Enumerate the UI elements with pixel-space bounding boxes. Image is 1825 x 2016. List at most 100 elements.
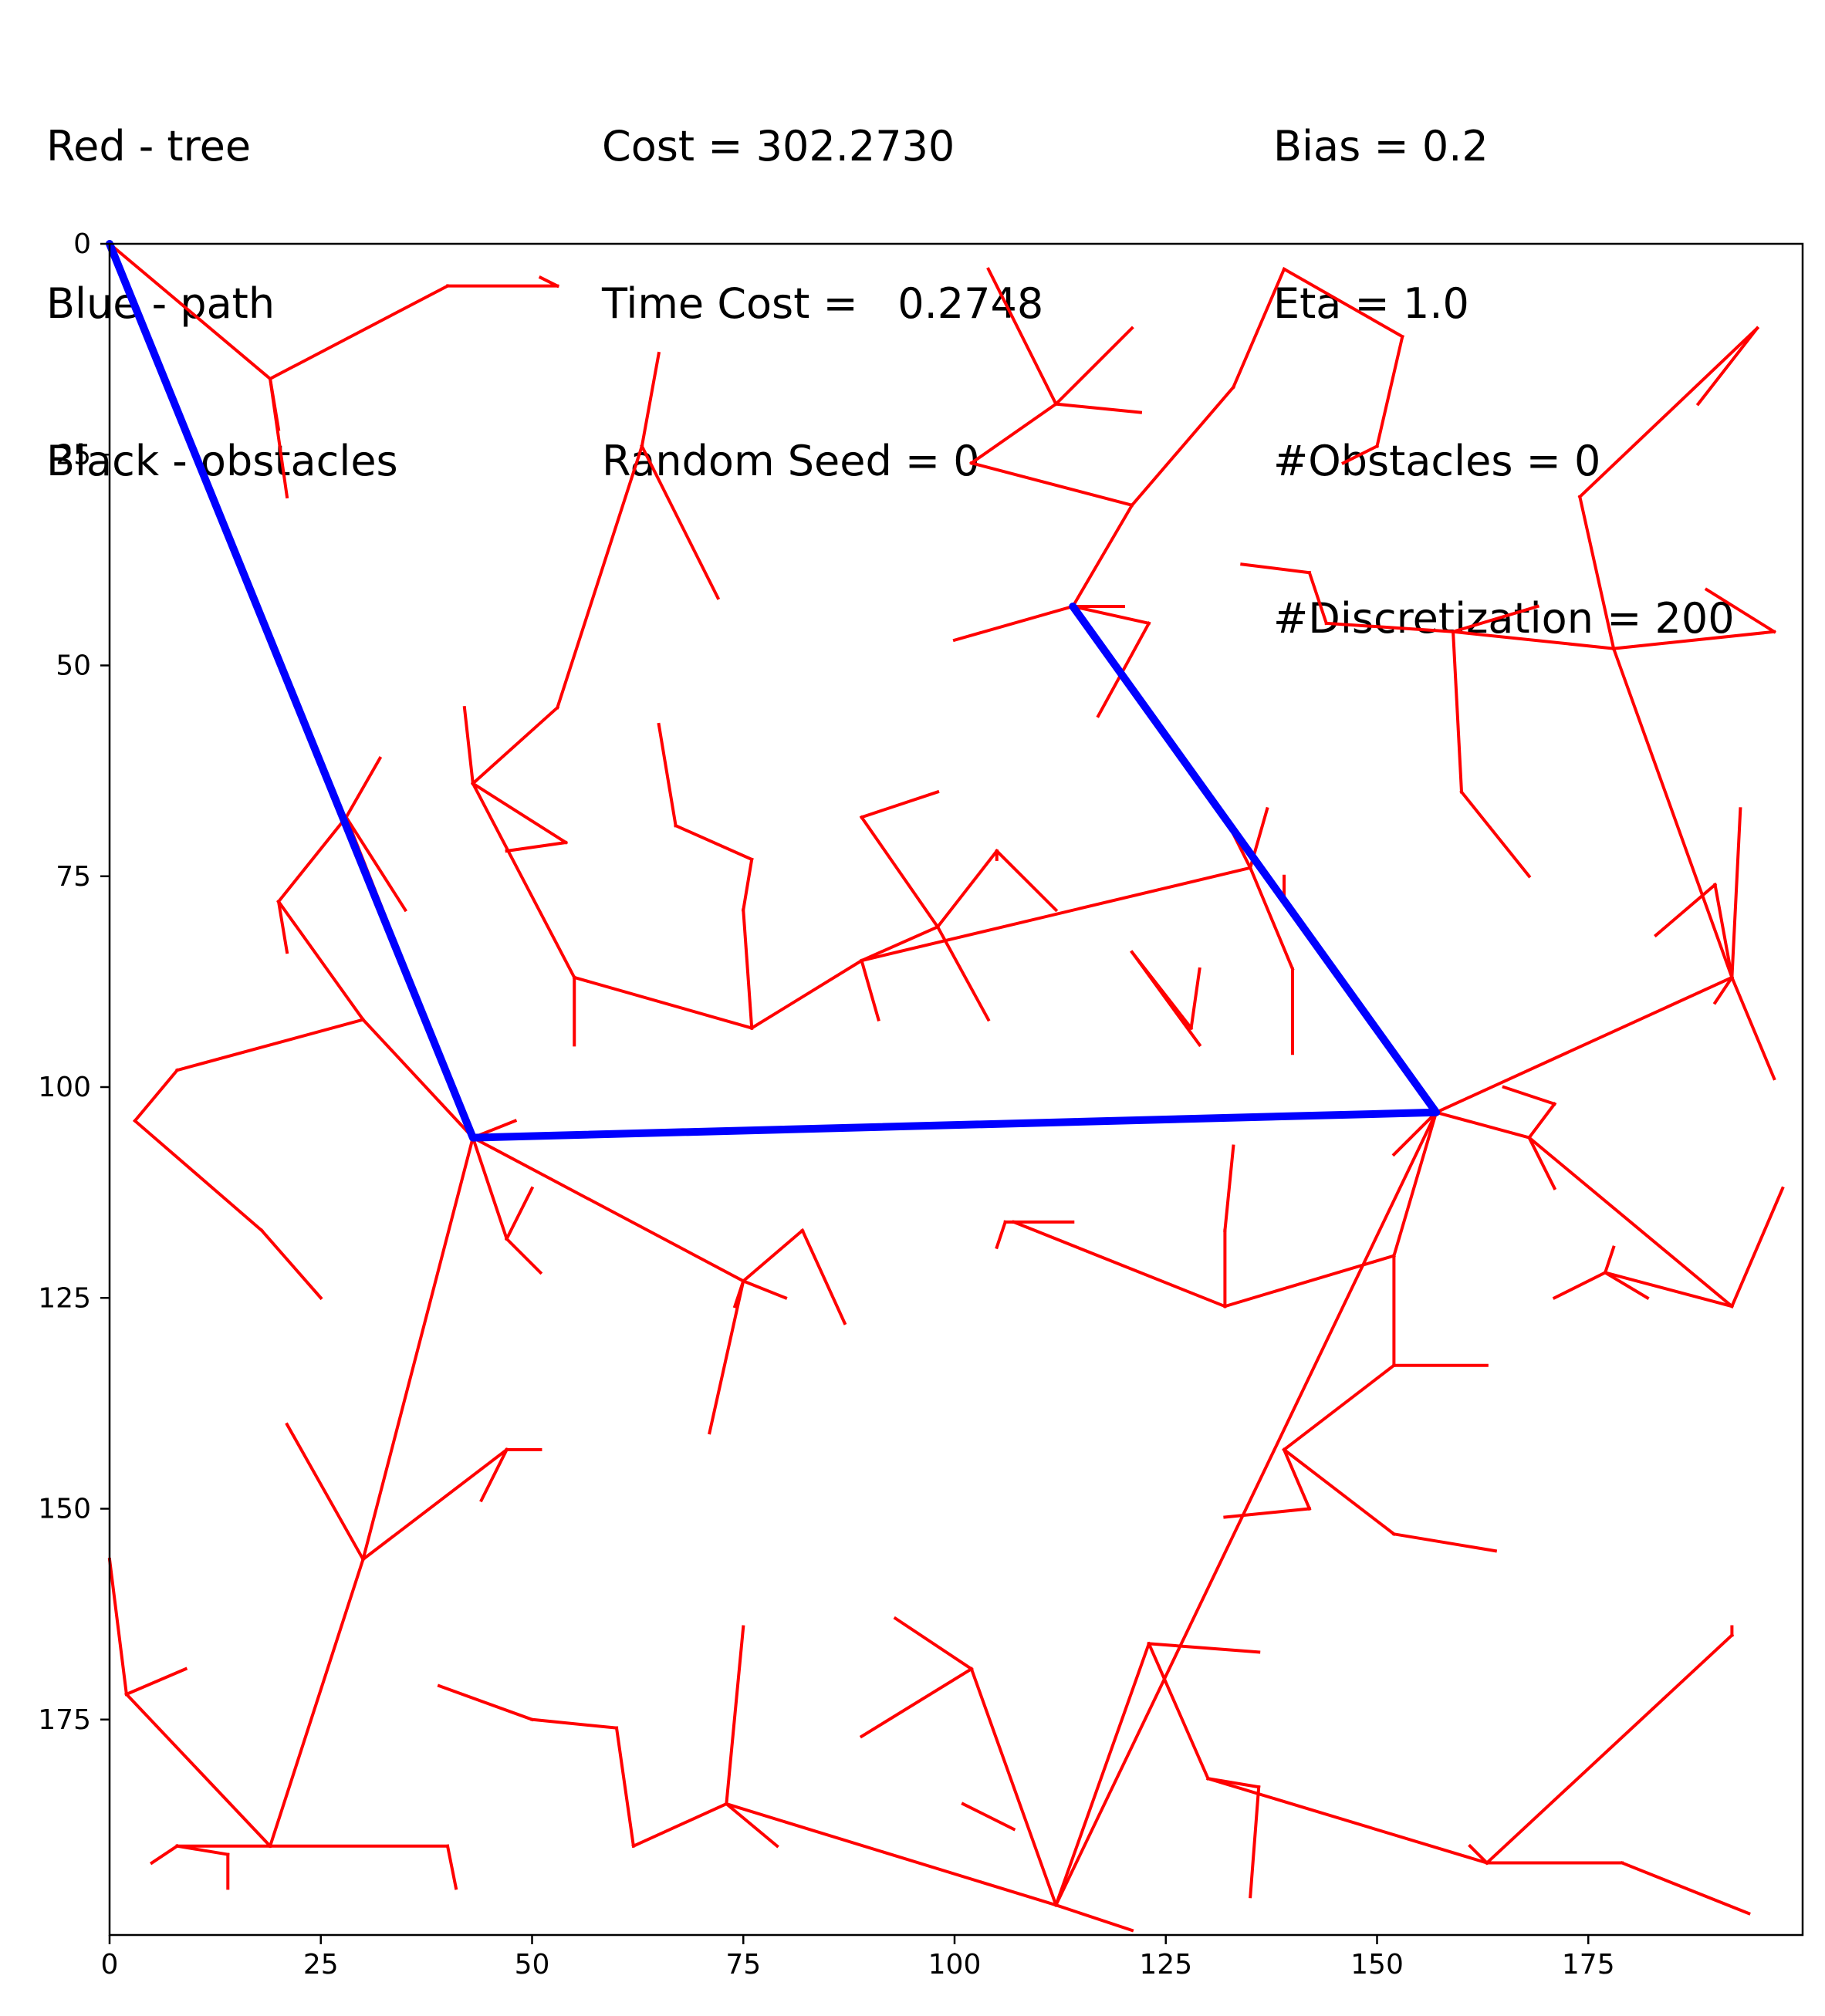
tree-edge bbox=[1451, 630, 1616, 650]
tree-edge bbox=[1282, 1447, 1397, 1537]
tree-edge bbox=[800, 1228, 847, 1325]
param-discretization: #Discretization = 200 bbox=[1273, 594, 1735, 643]
y-tick-label: 175 bbox=[38, 1704, 91, 1736]
metric-time-cost: Time Cost = 0.2748 bbox=[602, 279, 1044, 328]
tree-edge bbox=[893, 1616, 974, 1671]
tree-edge bbox=[1282, 267, 1405, 339]
tree-edge bbox=[276, 899, 366, 1022]
param-eta: Eta = 1.0 bbox=[1273, 279, 1469, 328]
tree-edge bbox=[1552, 1270, 1607, 1300]
tree-edge bbox=[1249, 1785, 1261, 1899]
y-tick-label: 25 bbox=[56, 439, 91, 471]
tree-edge bbox=[935, 849, 999, 930]
tree-edge bbox=[1147, 1642, 1261, 1654]
tree-edge bbox=[749, 958, 864, 1031]
legend-line-tree: Red - tree bbox=[46, 122, 252, 171]
tree-edge bbox=[1222, 1254, 1396, 1309]
tree-edge bbox=[1223, 1144, 1235, 1232]
tree-edge bbox=[572, 975, 754, 1030]
tree-edge bbox=[1391, 1110, 1438, 1258]
tree-edge bbox=[268, 283, 450, 381]
tree-edge bbox=[530, 1717, 619, 1730]
tree-edge bbox=[1130, 950, 1202, 1048]
tree-edge bbox=[859, 1666, 974, 1739]
legend-text: Red - tree Blue - path Black - obstacles bbox=[46, 15, 398, 540]
tree-edge bbox=[479, 1447, 509, 1503]
tree-edge bbox=[1611, 647, 1734, 980]
tree-edge bbox=[1712, 975, 1735, 1005]
tree-edge bbox=[1282, 1363, 1397, 1452]
tree-edge bbox=[1147, 1641, 1211, 1781]
tree-edge bbox=[1730, 807, 1742, 980]
tree-layer bbox=[107, 241, 1785, 1933]
tree-edge bbox=[1459, 789, 1532, 879]
y-tick-label: 75 bbox=[56, 861, 91, 893]
tree-edge bbox=[538, 275, 560, 289]
axes-frame bbox=[108, 242, 1804, 1937]
tree-edge bbox=[1070, 503, 1134, 609]
tree-edge bbox=[1713, 883, 1734, 980]
y-tick-label: 50 bbox=[56, 650, 91, 682]
tree-edge bbox=[1130, 384, 1236, 508]
x-tick-label: 50 bbox=[515, 1949, 550, 1981]
tree-edge bbox=[859, 815, 940, 930]
tree-edge bbox=[1729, 975, 1776, 1081]
tree-edge bbox=[1577, 326, 1760, 499]
tree-edge bbox=[657, 722, 678, 828]
tree-edge bbox=[445, 1844, 458, 1890]
tree-edge bbox=[725, 1625, 745, 1806]
tree-edge bbox=[732, 1278, 745, 1309]
tree-edge bbox=[504, 1236, 543, 1275]
tree-edge bbox=[276, 900, 289, 954]
path-layer bbox=[106, 240, 1441, 1142]
tree-edge bbox=[1434, 1110, 1532, 1140]
tree-edge bbox=[708, 1279, 745, 1435]
tree-edge bbox=[1341, 444, 1380, 465]
tree-edge bbox=[986, 267, 1059, 407]
tree-edge bbox=[1485, 1633, 1735, 1866]
tree-edge bbox=[1451, 604, 1540, 634]
tree-edge bbox=[361, 1136, 475, 1562]
tree-edge bbox=[149, 1843, 180, 1866]
tree-edge bbox=[1434, 975, 1735, 1115]
tree-edge bbox=[1240, 562, 1312, 575]
params-text: Bias = 0.2 Eta = 1.0 #Obstacles = 0 #Dis… bbox=[1273, 15, 1735, 697]
tree-edge bbox=[1577, 495, 1616, 651]
tree-edge bbox=[124, 1666, 188, 1697]
tree-edge bbox=[860, 789, 940, 819]
tree-edge bbox=[471, 781, 576, 980]
tree-edge bbox=[1729, 1186, 1785, 1309]
tree-edge bbox=[860, 958, 880, 1022]
tree-edge bbox=[741, 1227, 805, 1284]
tree-edge bbox=[1324, 621, 1455, 633]
legend-line-obstacles: Black - obstacles bbox=[46, 437, 398, 485]
x-tick-label: 100 bbox=[928, 1949, 982, 1981]
tree-edge bbox=[124, 1692, 272, 1849]
tree-edge bbox=[360, 1017, 475, 1140]
tree-edge bbox=[1054, 402, 1143, 414]
tree-edge bbox=[471, 781, 569, 845]
tree-edge bbox=[1375, 334, 1404, 448]
x-tick-label: 175 bbox=[1562, 1949, 1615, 1981]
tree-edge bbox=[1223, 1507, 1312, 1519]
tree-edge bbox=[1468, 1843, 1489, 1866]
tree-edge bbox=[1282, 1447, 1312, 1511]
tree-edge bbox=[1231, 267, 1286, 390]
tree-edge bbox=[1526, 1102, 1557, 1140]
tree-edge bbox=[674, 823, 754, 862]
tree-edge bbox=[1053, 1110, 1438, 1907]
tree-edge bbox=[1526, 1135, 1735, 1309]
tree-edge bbox=[471, 1136, 509, 1241]
tree-edge bbox=[343, 756, 383, 819]
tree-edge bbox=[175, 1018, 365, 1072]
tree-edge bbox=[462, 705, 475, 785]
tree-edge bbox=[107, 1557, 129, 1697]
tick-layer: 0 25 50 75 100 125 150 175 0 25 50 75 100 125 150 175 bbox=[38, 228, 1614, 1981]
tree-edge bbox=[1248, 866, 1295, 971]
tree-edge bbox=[1189, 967, 1201, 1030]
tree-edge bbox=[1695, 326, 1760, 407]
tree-edge bbox=[1603, 1270, 1650, 1300]
tree-edge bbox=[961, 1802, 1016, 1832]
tree-edge bbox=[133, 1068, 180, 1123]
tree-edge bbox=[555, 444, 644, 710]
